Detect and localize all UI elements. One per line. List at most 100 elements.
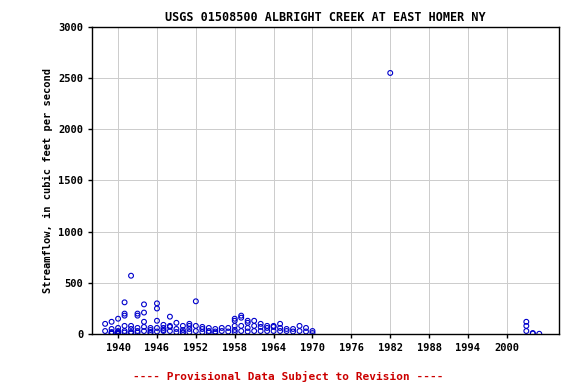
- Point: [172, 329, 181, 335]
- Point: [133, 313, 142, 319]
- Point: [185, 323, 194, 329]
- Y-axis label: Streamflow, in cubic feet per second: Streamflow, in cubic feet per second: [43, 68, 52, 293]
- Point: [139, 301, 149, 308]
- Point: [263, 323, 272, 329]
- Point: [159, 325, 168, 331]
- Point: [152, 300, 161, 306]
- Point: [230, 327, 239, 333]
- Point: [120, 299, 129, 305]
- Point: [133, 328, 142, 334]
- Point: [230, 323, 239, 329]
- Text: ---- Provisional Data Subject to Revision ----: ---- Provisional Data Subject to Revisio…: [132, 371, 444, 382]
- Point: [237, 328, 246, 334]
- Point: [211, 328, 220, 334]
- Point: [275, 325, 285, 331]
- Point: [159, 328, 168, 334]
- Point: [230, 316, 239, 322]
- Point: [127, 330, 136, 336]
- Point: [178, 327, 187, 333]
- Point: [172, 320, 181, 326]
- Point: [120, 329, 129, 336]
- Point: [152, 305, 161, 311]
- Point: [243, 320, 252, 326]
- Point: [165, 323, 175, 329]
- Point: [263, 325, 272, 331]
- Point: [172, 326, 181, 332]
- Point: [198, 326, 207, 332]
- Point: [289, 328, 298, 334]
- Point: [230, 318, 239, 324]
- Point: [308, 330, 317, 336]
- Point: [198, 329, 207, 335]
- Point: [191, 323, 200, 329]
- Point: [522, 323, 531, 329]
- Point: [230, 329, 239, 335]
- Point: [113, 331, 123, 337]
- Point: [263, 328, 272, 334]
- Point: [101, 328, 110, 334]
- Point: [223, 325, 233, 331]
- Point: [237, 313, 246, 319]
- Point: [101, 321, 110, 327]
- Point: [146, 327, 155, 333]
- Point: [113, 331, 123, 337]
- Point: [295, 323, 304, 329]
- Point: [178, 329, 187, 335]
- Point: [127, 273, 136, 279]
- Point: [204, 329, 213, 336]
- Point: [152, 325, 161, 331]
- Point: [146, 325, 155, 331]
- Point: [139, 324, 149, 330]
- Point: [107, 329, 116, 335]
- Point: [249, 318, 259, 324]
- Point: [223, 328, 233, 334]
- Point: [522, 319, 531, 325]
- Point: [308, 328, 317, 334]
- Point: [146, 330, 155, 336]
- Point: [295, 328, 304, 334]
- Point: [269, 323, 278, 329]
- Point: [185, 326, 194, 332]
- Point: [165, 328, 175, 334]
- Point: [120, 328, 129, 334]
- Point: [237, 323, 246, 329]
- Point: [139, 310, 149, 316]
- Point: [185, 329, 194, 335]
- Point: [127, 329, 136, 335]
- Point: [249, 328, 259, 334]
- Point: [159, 327, 168, 333]
- Point: [243, 328, 252, 334]
- Point: [256, 321, 265, 327]
- Point: [185, 321, 194, 327]
- Point: [133, 325, 142, 331]
- Point: [113, 329, 123, 335]
- Point: [159, 322, 168, 328]
- Point: [204, 325, 213, 331]
- Point: [211, 330, 220, 336]
- Point: [275, 321, 285, 327]
- Point: [301, 328, 310, 334]
- Point: [256, 328, 265, 334]
- Point: [127, 323, 136, 329]
- Point: [237, 314, 246, 321]
- Point: [269, 328, 278, 334]
- Point: [528, 331, 537, 337]
- Point: [269, 324, 278, 330]
- Point: [146, 329, 155, 335]
- Point: [120, 313, 129, 319]
- Point: [249, 323, 259, 329]
- Point: [139, 319, 149, 325]
- Point: [107, 319, 116, 325]
- Point: [152, 318, 161, 324]
- Point: [107, 326, 116, 332]
- Point: [133, 329, 142, 336]
- Point: [139, 328, 149, 334]
- Point: [120, 323, 129, 329]
- Point: [198, 324, 207, 330]
- Point: [301, 325, 310, 331]
- Point: [113, 316, 123, 322]
- Point: [165, 314, 175, 320]
- Point: [535, 331, 544, 337]
- Point: [522, 328, 531, 334]
- Point: [107, 330, 116, 336]
